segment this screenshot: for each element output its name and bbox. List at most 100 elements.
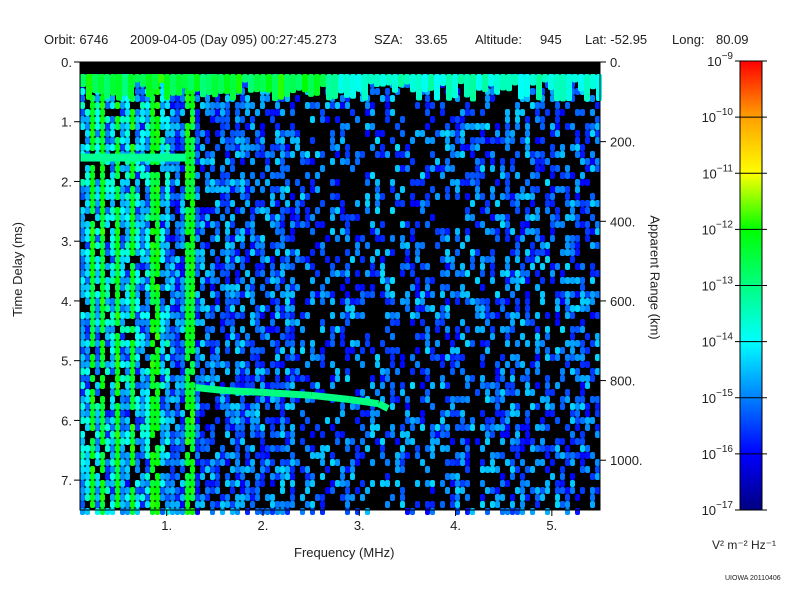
spectral-cell <box>105 466 110 473</box>
spectral-cell <box>160 438 165 445</box>
spectral-cell <box>290 151 295 158</box>
spectral-cell <box>470 179 475 186</box>
spectral-cell <box>115 368 120 375</box>
spectral-cell <box>85 333 90 340</box>
spectral-cell <box>175 312 180 319</box>
spectral-cell <box>285 165 290 172</box>
spectral-cell <box>215 305 220 312</box>
spectral-cell <box>415 242 420 249</box>
spectral-cell <box>170 249 175 256</box>
spectral-cell <box>535 109 540 116</box>
spectral-cell <box>405 417 410 424</box>
spectral-cell <box>310 228 315 235</box>
spectral-cell <box>110 249 115 256</box>
spectral-cell <box>175 242 180 249</box>
spectral-cell <box>80 403 85 410</box>
spectral-cell <box>170 326 175 333</box>
spectral-cell <box>535 235 540 242</box>
spectral-cell <box>205 277 210 284</box>
spectral-cell <box>505 382 510 389</box>
spectral-cell <box>220 508 225 515</box>
spectral-cell <box>115 494 120 501</box>
spectral-cell <box>155 172 160 179</box>
spectral-cell <box>90 270 95 277</box>
spectral-cell <box>160 494 165 501</box>
spectral-cell <box>155 200 160 207</box>
spectral-cell <box>500 375 505 382</box>
spectral-cell <box>385 368 390 375</box>
spectral-cell <box>535 494 540 501</box>
spectral-cell <box>90 263 95 270</box>
spectral-cell <box>135 354 140 361</box>
spectral-cell <box>85 284 90 291</box>
spectral-cell <box>360 438 365 445</box>
spectral-cell <box>205 270 210 277</box>
spectral-cell <box>90 480 95 487</box>
spectral-cell <box>545 193 550 200</box>
sounder-pulse-cell <box>560 74 566 102</box>
spectral-cell <box>295 284 300 291</box>
spectral-cell <box>445 312 450 319</box>
spectral-cell <box>525 298 530 305</box>
spectral-cell <box>150 242 155 249</box>
spectral-cell <box>125 235 130 242</box>
spectral-cell <box>405 291 410 298</box>
spectral-cell <box>165 438 170 445</box>
spectral-cell <box>350 214 355 221</box>
spectral-cell <box>500 508 505 515</box>
spectral-cell <box>110 382 115 389</box>
spectral-cell <box>230 508 235 515</box>
spectral-cell <box>415 179 420 186</box>
spectral-cell <box>180 424 185 431</box>
spectral-cell <box>235 368 240 375</box>
spectral-cell <box>490 137 495 144</box>
spectral-cell <box>210 480 215 487</box>
spectral-cell <box>130 207 135 214</box>
spectral-cell <box>200 249 205 256</box>
spectral-cell <box>165 228 170 235</box>
spectral-cell <box>175 487 180 494</box>
spectral-cell <box>195 375 200 382</box>
spectral-cell <box>150 298 155 305</box>
sounder-pulse-cell <box>242 74 248 83</box>
spectral-cell <box>320 165 325 172</box>
spectral-cell <box>395 123 400 130</box>
spectral-cell <box>140 452 145 459</box>
spectral-cell <box>425 284 430 291</box>
spectral-cell <box>255 137 260 144</box>
spectral-cell <box>295 368 300 375</box>
spectral-cell <box>110 340 115 347</box>
spectral-cell <box>140 235 145 242</box>
spectral-cell <box>275 158 280 165</box>
spectral-cell <box>180 214 185 221</box>
spectral-cell <box>475 123 480 130</box>
spectral-cell <box>205 361 210 368</box>
spectral-cell <box>175 284 180 291</box>
spectral-cell <box>515 312 520 319</box>
spectral-cell <box>495 494 500 501</box>
spectral-cell <box>280 501 285 508</box>
spectral-cell <box>505 480 510 487</box>
spectral-cell <box>520 109 525 116</box>
spectral-cell <box>170 501 175 508</box>
spectral-cell <box>475 193 480 200</box>
spectral-cell <box>140 130 145 137</box>
spectral-cell <box>95 480 100 487</box>
spectral-cell <box>465 270 470 277</box>
spectral-cell <box>140 410 145 417</box>
spectral-cell <box>240 158 245 165</box>
spectral-cell <box>90 284 95 291</box>
footer-credit: UIOWA 20110406 <box>725 575 781 582</box>
spectral-cell <box>530 487 535 494</box>
spectral-cell <box>525 123 530 130</box>
spectral-cell <box>120 102 125 109</box>
spectral-cell <box>450 347 455 354</box>
spectral-cell <box>510 389 515 396</box>
spectral-cell <box>290 207 295 214</box>
spectral-cell <box>80 214 85 221</box>
spectral-cell <box>130 109 135 116</box>
spectral-cell <box>185 207 190 214</box>
spectral-cell <box>270 270 275 277</box>
spectral-cell <box>580 431 585 438</box>
spectral-cell <box>280 109 285 116</box>
